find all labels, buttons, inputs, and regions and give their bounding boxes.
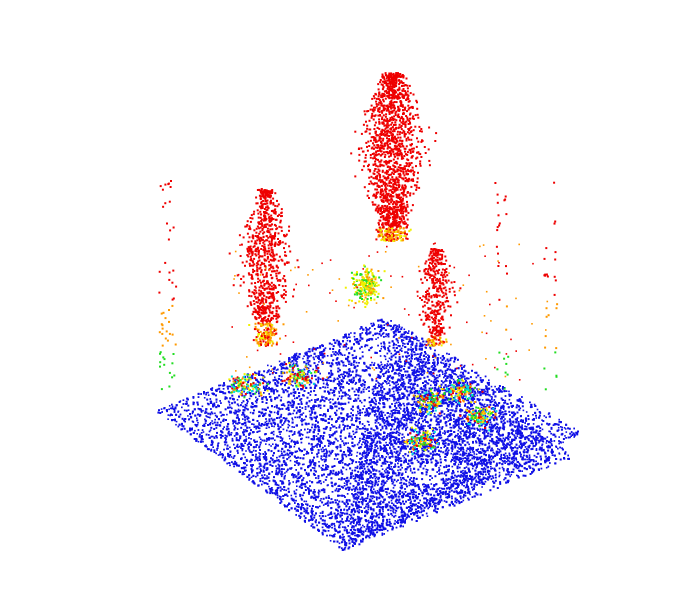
understory-shrub-points [228, 264, 498, 455]
ground-plane-points [157, 318, 579, 551]
tree-tall-points [350, 72, 438, 242]
tree-right-small-points [416, 248, 462, 347]
tree-left-points [228, 188, 300, 347]
stray-points [158, 180, 559, 391]
